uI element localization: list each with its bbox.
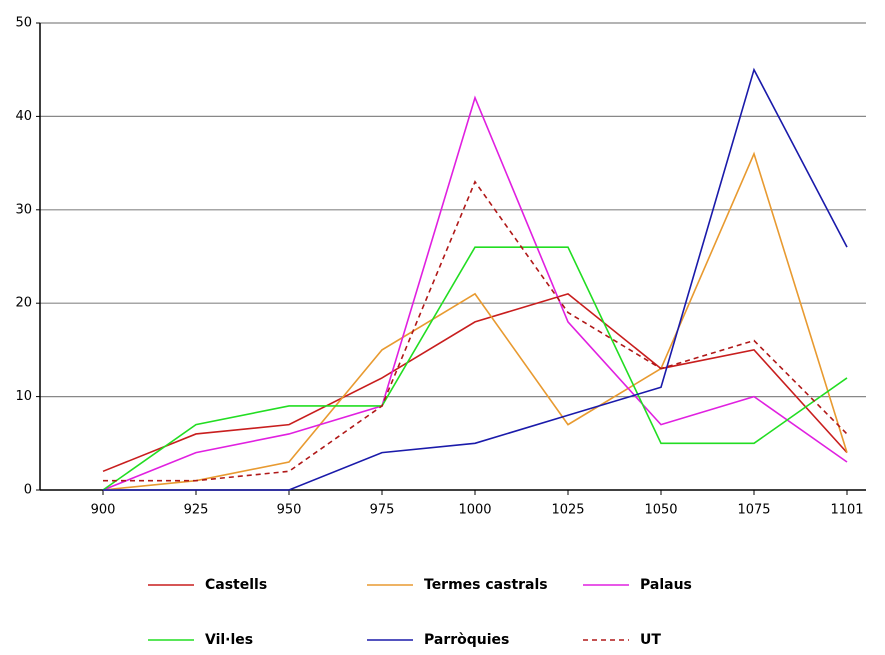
y-tick-label: 0 xyxy=(24,483,32,498)
legend-label: Termes castrals xyxy=(424,577,548,593)
x-tick-label: 1025 xyxy=(551,503,584,518)
series-line xyxy=(102,246,848,491)
legend-label: Parròquies xyxy=(424,632,509,648)
y-tick-label: 10 xyxy=(15,389,32,404)
legend-label: Palaus xyxy=(640,577,692,593)
x-tick-label: 1101 xyxy=(830,503,863,518)
y-tick-label: 30 xyxy=(15,202,32,217)
legend-label: UT xyxy=(640,632,661,648)
x-tick-label: 1075 xyxy=(737,503,770,518)
x-tick-label: 950 xyxy=(277,503,302,518)
series-line xyxy=(102,292,848,473)
legend-label: Castells xyxy=(205,577,267,593)
x-tick-label: 1000 xyxy=(458,503,491,518)
series-line xyxy=(102,95,848,491)
y-tick-label: 20 xyxy=(15,296,32,311)
x-tick-label: 900 xyxy=(91,503,116,518)
x-tick-label: 925 xyxy=(184,503,209,518)
series-line xyxy=(103,180,848,482)
x-tick-label: 975 xyxy=(370,503,395,518)
legend-label: Vil·les xyxy=(205,632,253,648)
x-tick-label: 1050 xyxy=(644,503,677,518)
series-line xyxy=(102,151,848,491)
y-tick-label: 40 xyxy=(15,109,32,124)
y-tick-label: 50 xyxy=(15,16,32,31)
series-line xyxy=(103,67,848,491)
